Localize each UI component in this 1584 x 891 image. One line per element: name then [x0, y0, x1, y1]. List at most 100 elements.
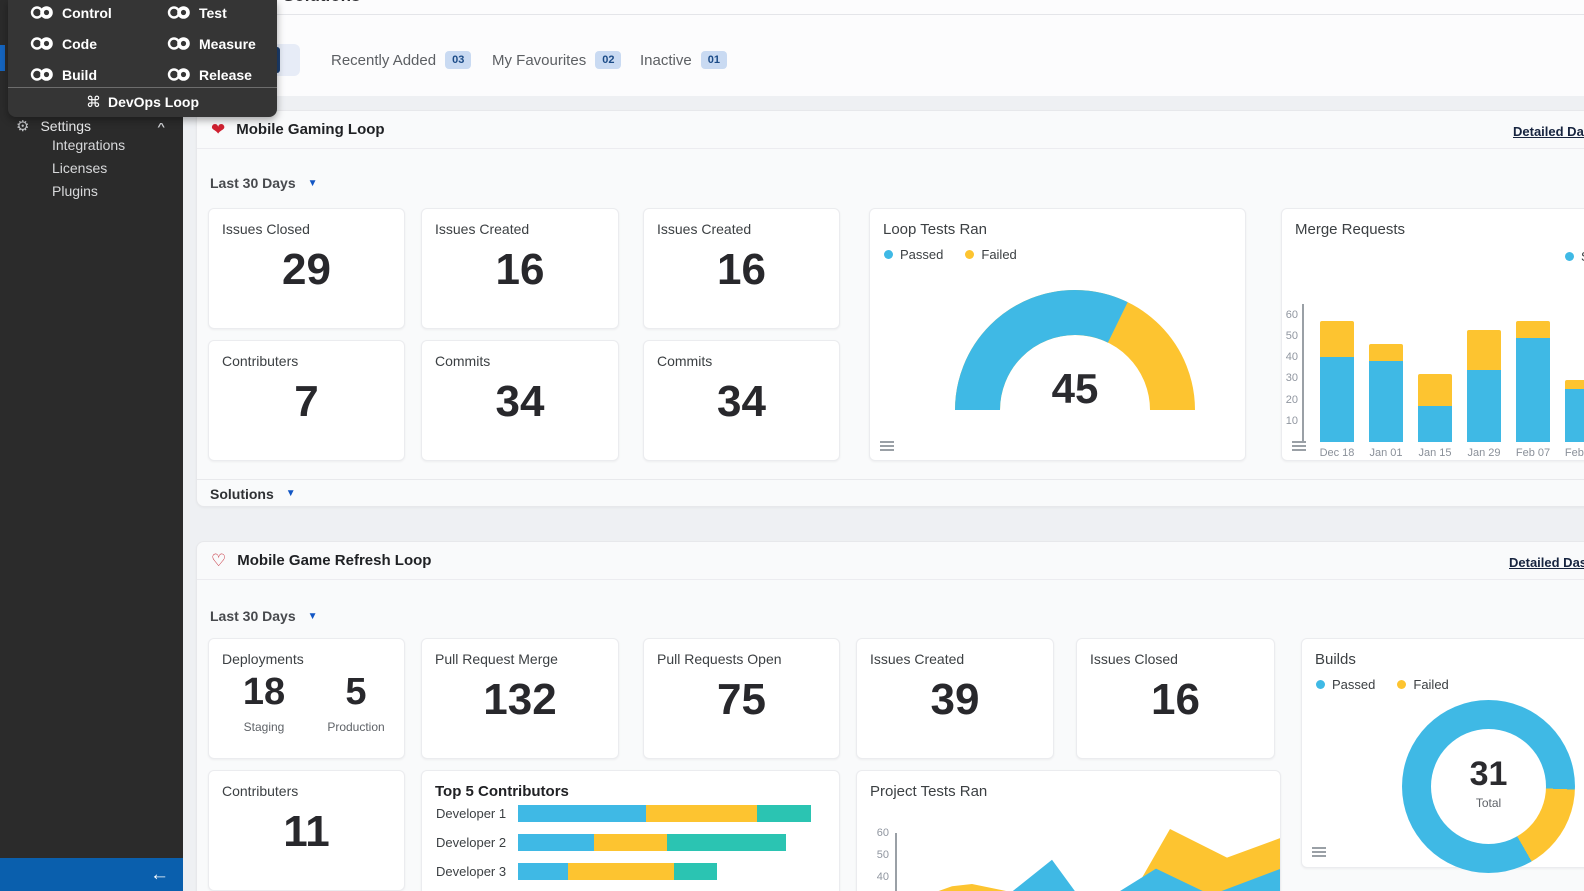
stat-card-issues-closed: Issues Closed 29 — [208, 208, 405, 329]
gear-icon: ⚙ — [16, 118, 30, 135]
stat-value: 34 — [495, 377, 545, 426]
menu-item-measure[interactable]: Measure — [167, 36, 256, 52]
legend-item[interactable]: Passed — [1316, 677, 1375, 692]
stat-value: 132 — [483, 675, 557, 724]
chart-title: Loop Tests Ran — [883, 221, 987, 238]
legend-item[interactable]: Failed — [965, 247, 1017, 262]
stat-value: 11 — [283, 807, 330, 856]
stat-card-pull-request-merge: Pull Request Merge 132 — [421, 638, 619, 759]
date-range-selector[interactable]: Last 30 Days ▼ — [210, 608, 318, 624]
stat-title: Commits — [435, 353, 491, 369]
menu-item-release[interactable]: Release — [167, 67, 252, 83]
date-range-selector[interactable]: Last 30 Days ▼ — [210, 175, 318, 191]
gauge-chart — [870, 209, 1245, 460]
tab-count-badge: 03 — [445, 51, 472, 69]
hbar-segment — [518, 834, 594, 851]
tab-recently-added[interactable]: Recently Added 03 — [331, 44, 472, 76]
tab-count-badge: 01 — [700, 51, 727, 69]
menu-item-code[interactable]: Code — [30, 36, 167, 52]
sidebar-item-plugins[interactable]: Plugins — [52, 183, 98, 199]
gauge-center-value: 45 — [1051, 365, 1099, 412]
chart-menu-icon[interactable] — [1312, 847, 1326, 859]
code-loop-icon — [30, 37, 53, 50]
solutions-toggle[interactable]: Solutions ▼ — [197, 479, 1584, 507]
favourite-heart-outline-icon[interactable]: ♡ — [211, 550, 227, 570]
hbar-row-developer-2 — [518, 834, 786, 851]
chart-menu-icon[interactable] — [1292, 441, 1306, 453]
detailed-dashboard-link[interactable]: Detailed Dashboard — [1513, 124, 1584, 139]
sidebar: ⚙ Settings ^ Integrations Licenses Plugi… — [0, 0, 183, 891]
stat-value: 16 — [717, 245, 766, 294]
menu-item-test[interactable]: Test — [167, 5, 227, 21]
tab-inactive[interactable]: Inactive 01 — [640, 44, 727, 76]
legend-dot-icon — [1565, 252, 1574, 261]
test-loop-icon — [167, 6, 190, 19]
hbar-segment — [518, 805, 646, 822]
chevron-down-icon: ▼ — [285, 488, 296, 499]
bar-jan-29 — [1467, 329, 1501, 442]
release-loop-icon — [167, 68, 190, 81]
donut-hole: 31 Total — [1431, 729, 1546, 844]
y-tick-label: 60 — [1285, 308, 1298, 321]
y-tick-label: 40 — [876, 871, 889, 883]
section-mobile-game-refresh-loop: ♡ Mobile Game Refresh Loop Detailed Dash… — [196, 541, 1584, 891]
stat-card-issues-created: Issues Created 16 — [421, 208, 619, 329]
chevron-up-icon: ^ — [157, 120, 165, 132]
devops-loop-icon: ⌘ — [85, 94, 101, 111]
control-loop-icon — [30, 6, 53, 19]
stat-title: Issues Closed — [222, 221, 310, 237]
chart-card-merge-requests: Merge Requests Success 10 20 30 40 50 60 Dec 1… — [1281, 208, 1584, 461]
stat-title: Issues Created — [657, 221, 752, 237]
chart-legend: Passed Failed — [1316, 677, 1471, 692]
legend-dot-icon — [884, 250, 893, 259]
hbar-segment — [568, 863, 674, 880]
chart-menu-icon[interactable] — [880, 441, 894, 453]
hbar-segment — [646, 805, 757, 822]
menu-item-label: DevOps Loop — [107, 94, 199, 110]
chart-card-loop-tests-ran: Loop Tests Ran Passed Failed 45 — [869, 208, 1246, 461]
legend-item[interactable]: Failed — [1397, 677, 1449, 692]
legend-item[interactable]: Passed — [884, 247, 943, 262]
tab-label: My Favourites — [492, 51, 587, 69]
bar-segment-failed — [1369, 344, 1403, 362]
x-tick-label: Feb 21 — [1564, 447, 1584, 459]
donut-total-label: Total — [1475, 796, 1502, 810]
bar-segment-failed — [1516, 321, 1550, 338]
chart-title: Top 5 Contributors — [435, 783, 569, 800]
favourite-heart-icon[interactable]: ❤ — [211, 119, 226, 139]
sidebar-item-licenses[interactable]: Licenses — [52, 160, 108, 176]
hbar-segment — [757, 805, 811, 822]
donut-total-value: 31 — [1469, 755, 1508, 793]
chart-title: Builds — [1315, 651, 1356, 668]
legend-item[interactable]: Success — [1565, 249, 1584, 264]
hbar-category-label: Developer 2 — [436, 835, 507, 850]
menu-item-label: Test — [199, 4, 227, 21]
stat-value: 34 — [717, 377, 766, 426]
stat-title: Commits — [657, 353, 713, 369]
menu-item-label: Build — [62, 66, 97, 83]
stat-value: 16 — [495, 245, 545, 294]
page-title: Solutions — [283, 0, 360, 6]
menu-item-build[interactable]: Build — [30, 67, 167, 83]
stat-card-issues-created-2: Issues Created 16 — [643, 208, 840, 329]
section-header: ♡ Mobile Game Refresh Loop Detailed Dash… — [197, 542, 1584, 580]
date-range-label: Last 30 Days — [210, 175, 296, 191]
menu-item-label: Code — [62, 35, 97, 52]
area-chart: 40 50 60 — [857, 771, 1280, 891]
menu-item-devops-loop[interactable]: ⌘ DevOps Loop — [8, 88, 277, 116]
stat-card-contributers: Contributers 7 — [208, 340, 405, 461]
stat-card-deployments: Deployments 18 Staging 5 Production — [208, 638, 405, 759]
detailed-dashboard-link[interactable]: Detailed Dashboard — [1509, 555, 1584, 570]
stat-title: Issues Created — [870, 651, 965, 667]
staging-label: Staging — [243, 720, 285, 734]
sidebar-item-integrations[interactable]: Integrations — [52, 137, 126, 153]
menu-item-control[interactable]: Control — [30, 5, 167, 21]
stat-card-commits-2: Commits 34 — [643, 340, 840, 461]
donut-chart: 31 Total — [1402, 700, 1575, 873]
sidebar-collapse-button[interactable]: ← — [0, 858, 183, 891]
hbar-segment — [518, 863, 568, 880]
y-tick-label: 60 — [876, 827, 889, 839]
tab-my-favourites[interactable]: My Favourites 02 — [492, 44, 622, 76]
sidebar-item-settings[interactable]: ⚙ Settings ^ — [0, 114, 183, 138]
